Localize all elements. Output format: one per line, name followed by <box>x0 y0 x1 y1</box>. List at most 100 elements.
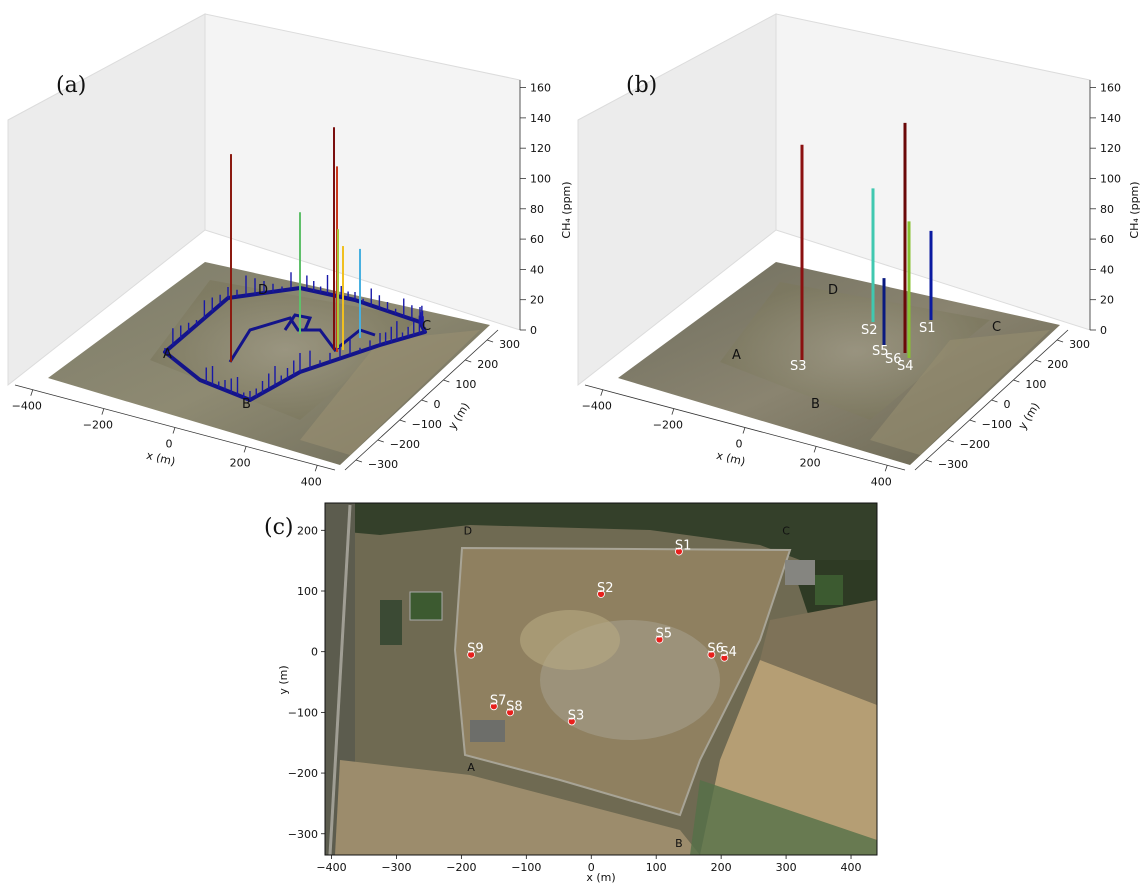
panel-c-y-ticks: −300 −200 −100 0 100 200 <box>288 524 325 841</box>
panel-a-spikes <box>230 127 361 362</box>
panel-c-perimeter-road <box>453 546 792 817</box>
panel-c-x-tick-label: 400 <box>841 861 862 874</box>
panel-a-y-tick-label: −200 <box>390 438 420 451</box>
panel-c-site-marker <box>506 708 514 717</box>
panel-b-y-tick-label: −100 <box>982 418 1012 431</box>
panel-b-y-tick-mark <box>1035 359 1042 363</box>
panel-a-x-tick-mark <box>243 446 247 453</box>
panel-b-y-tick-label: 300 <box>1069 338 1090 351</box>
panel-a-z-tick-label: 60 <box>530 233 544 246</box>
panel-b-z-tick-label: 100 <box>1100 172 1121 185</box>
panel-b-x-tick-mark <box>742 427 746 434</box>
panel-c-site-label: S4 <box>720 645 737 660</box>
panel-a-y-tick-mark <box>421 399 428 403</box>
panel-b-z-tick-label: 160 <box>1100 82 1121 95</box>
panel-b-y-tick-mark <box>991 399 998 403</box>
panel-c-site-label: S2 <box>597 581 614 596</box>
panel-b-z-tick-label: 0 <box>1100 324 1107 337</box>
panel-a-label: (a) <box>56 73 86 98</box>
panel-c-site-label: S9 <box>467 642 484 657</box>
panel-c-site-marker <box>567 717 576 726</box>
panel-c-corners: A B C D <box>464 524 791 850</box>
panel-b-x-tick-mark <box>600 389 604 396</box>
panel-c-pond-2 <box>380 600 402 645</box>
panel-a-track-inner-2 <box>283 313 313 331</box>
panel-c-x-tick-label: 0 <box>588 861 595 874</box>
panel-c-site-label: S3 <box>568 708 585 723</box>
panel-b-corner-c: C <box>992 320 1001 335</box>
panel-c-frame <box>324 502 878 856</box>
panel-a-x-tick-label: 400 <box>301 475 322 488</box>
panel-a-x-tick-label: 0 <box>166 438 173 451</box>
panel-c-corner-label: A <box>467 761 475 774</box>
panel-a-z-tick-label: 20 <box>530 294 544 307</box>
panel-c-site-marker <box>675 547 683 556</box>
panel-c-road-left <box>328 504 352 856</box>
panel-a-corner-c: C <box>422 319 431 334</box>
panel-b-y-tick-label: −300 <box>938 458 968 471</box>
panel-a-y-label: y (m) <box>446 400 473 432</box>
panel-c-x-label: x (m) <box>586 871 615 884</box>
panel-a-y-tick-mark <box>465 359 472 363</box>
panel-a-corner-d: D <box>258 283 268 298</box>
panel-b-x-tick-label: 200 <box>800 456 821 469</box>
panel-a-y-tick-label: 100 <box>455 378 476 391</box>
panel-b-x-tick-label: 400 <box>871 475 892 488</box>
panel-a-z-tick-label: 160 <box>530 82 551 95</box>
panel-b-x-ticks: −400 −200 0 200 400 <box>582 389 892 488</box>
panel-b-site-area <box>720 282 990 420</box>
panel-b-z-tick-label: 40 <box>1100 263 1114 276</box>
panel-c-label: (c) <box>264 515 294 540</box>
panel-c: S1 S2 S3 S4 S5 S6 S7 S8 S9 A B C D −400 −300 −200 −100… <box>264 502 878 884</box>
panel-c-corner-label: B <box>675 837 683 850</box>
panel-a-x-tick-mark <box>172 427 176 434</box>
panel-b-z-tick-label: 80 <box>1100 203 1114 216</box>
panel-a-x-tick-mark <box>314 465 318 472</box>
panel-c-y-tick-label: −100 <box>288 706 318 719</box>
panel-b-x-label: x (m) <box>715 449 747 469</box>
panel-b-corner-a: A <box>732 348 741 363</box>
panel-a-y-tick-label: 0 <box>434 398 441 411</box>
panel-a-z-tick-label: 100 <box>530 172 551 185</box>
panel-c-site-label: S8 <box>506 699 523 714</box>
panel-c-pond-1 <box>409 591 443 621</box>
panel-b-z-tick-label: 20 <box>1100 294 1114 307</box>
panel-c-forest-top <box>325 503 877 600</box>
panel-b-y-label: y (m) <box>1016 400 1043 432</box>
panel-a-x-tick-mark <box>30 389 34 396</box>
panel-c-field-right-top <box>760 600 877 705</box>
panel-b-y-tick-mark <box>1056 339 1064 343</box>
panel-a-y-tick-label: −100 <box>412 418 442 431</box>
panel-a-x-tick-label: −400 <box>12 400 42 413</box>
panel-a-y-tick-label: −300 <box>368 458 398 471</box>
panel-b-x-tick-label: −200 <box>653 419 683 432</box>
panel-c-x-tick-label: 200 <box>711 861 732 874</box>
panel-b-corner-d: D <box>828 283 838 298</box>
panel-c-y-label: y (m) <box>277 665 290 694</box>
panel-c-y-tick-label: 100 <box>297 585 318 598</box>
panel-b-z-label: CH₄ (ppm) <box>1128 181 1141 238</box>
panel-c-x-ticks: −400 −300 −200 −100 0 100 200 300 400 <box>316 855 862 874</box>
panel-b-site-label: S2 <box>861 323 878 338</box>
panel-b-y-tick-mark <box>947 439 954 443</box>
panel-b-site-label: S4 <box>897 359 914 374</box>
panel-b-x-tick-mark <box>884 465 888 472</box>
panel-a-y-tick-label: 200 <box>477 358 498 371</box>
panel-c-site-marker <box>489 702 498 711</box>
panel-c-site-label: S6 <box>707 642 724 657</box>
panel-c-site-marker <box>597 590 605 598</box>
panel-b-x-tick-mark <box>813 446 817 453</box>
panel-c-x-tick-label: −200 <box>446 861 476 874</box>
panel-c-x-tick-label: 100 <box>646 861 667 874</box>
panel-c-pond-3 <box>815 575 843 605</box>
panel-a-y-tick-mark <box>443 379 450 383</box>
panel-b-y-tick-label: 0 <box>1004 398 1011 411</box>
panel-b-y-tick-mark <box>1013 379 1020 383</box>
panel-c-x-tick-label: −400 <box>316 861 346 874</box>
panel-a-x-tick-label: −200 <box>83 419 113 432</box>
